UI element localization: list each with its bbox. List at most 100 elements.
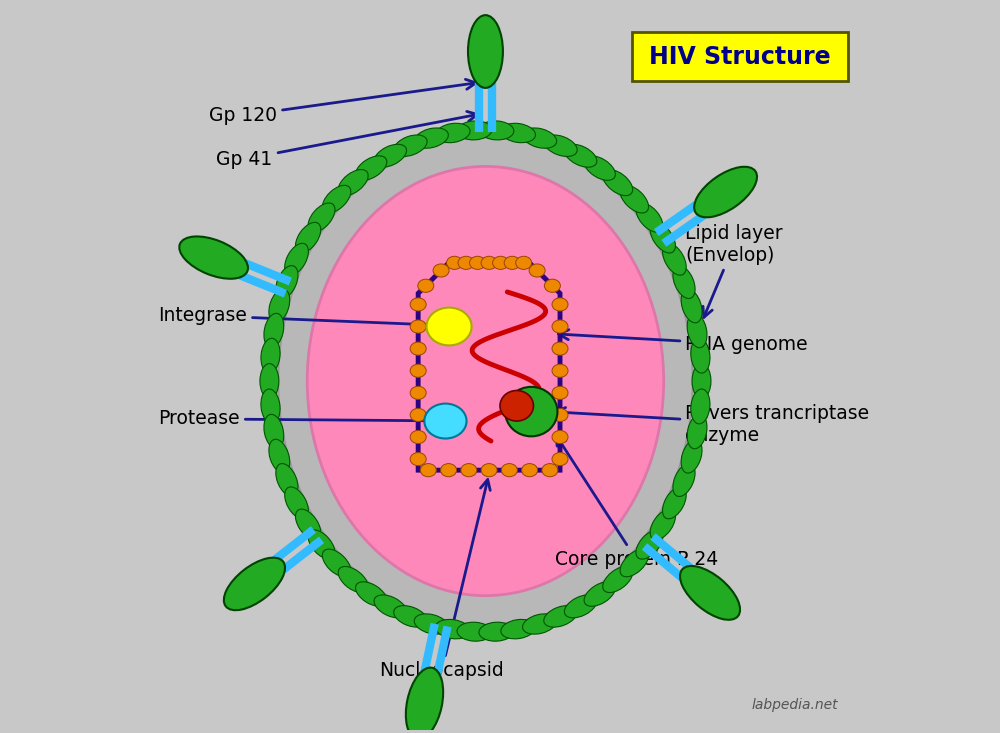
Ellipse shape [458,257,474,270]
Ellipse shape [673,463,695,496]
Ellipse shape [481,257,497,270]
Ellipse shape [356,582,387,606]
Ellipse shape [650,509,675,539]
Ellipse shape [406,668,443,733]
Ellipse shape [356,156,387,180]
Ellipse shape [308,530,335,559]
Ellipse shape [276,265,298,298]
Ellipse shape [552,386,568,399]
Ellipse shape [435,619,470,639]
Ellipse shape [544,279,560,292]
Ellipse shape [493,257,509,270]
Ellipse shape [420,463,436,476]
Ellipse shape [433,264,449,277]
Ellipse shape [410,320,426,333]
Ellipse shape [261,338,280,373]
Ellipse shape [504,257,520,270]
Text: Nucleocapsid: Nucleocapsid [379,479,504,680]
Ellipse shape [269,289,290,323]
Ellipse shape [564,144,597,167]
Ellipse shape [424,404,467,438]
Ellipse shape [603,169,633,196]
Ellipse shape [338,567,368,592]
Ellipse shape [481,463,497,476]
Ellipse shape [307,166,664,596]
Text: Core protein P 24: Core protein P 24 [555,435,718,569]
Ellipse shape [501,619,535,639]
Ellipse shape [681,439,702,473]
Ellipse shape [427,308,472,345]
Ellipse shape [224,558,285,610]
Ellipse shape [414,614,448,634]
Ellipse shape [479,121,514,140]
Ellipse shape [516,257,532,270]
Ellipse shape [552,320,568,333]
Text: HIV Structure: HIV Structure [649,45,831,69]
Ellipse shape [603,567,633,592]
Text: Gp 120: Gp 120 [209,79,476,125]
Ellipse shape [446,257,462,270]
Ellipse shape [636,530,663,559]
Ellipse shape [179,237,248,279]
Ellipse shape [441,463,457,476]
Ellipse shape [542,463,558,476]
Ellipse shape [691,338,710,373]
Ellipse shape [278,137,693,625]
Ellipse shape [269,439,290,473]
Ellipse shape [435,123,470,143]
Ellipse shape [552,342,568,356]
Ellipse shape [523,614,557,634]
Text: Revers trancriptase
enzyme: Revers trancriptase enzyme [555,404,870,445]
Ellipse shape [410,430,426,443]
Ellipse shape [457,121,492,140]
Ellipse shape [620,549,649,577]
Ellipse shape [500,391,533,421]
Ellipse shape [505,387,557,436]
Ellipse shape [544,135,577,156]
Ellipse shape [276,463,298,496]
Ellipse shape [544,605,577,627]
Ellipse shape [322,549,351,577]
Ellipse shape [264,414,284,449]
Ellipse shape [552,430,568,443]
Text: RNA genome: RNA genome [559,330,808,354]
Ellipse shape [374,595,407,618]
Ellipse shape [461,463,477,476]
Ellipse shape [260,364,279,399]
Ellipse shape [410,386,426,399]
Ellipse shape [410,452,426,465]
Text: Lipid layer
(Envelop): Lipid layer (Envelop) [685,224,783,317]
Ellipse shape [295,509,321,539]
Ellipse shape [522,463,538,476]
Ellipse shape [479,622,514,641]
Ellipse shape [418,279,434,292]
Ellipse shape [687,313,707,347]
Ellipse shape [410,342,426,356]
Ellipse shape [552,364,568,377]
Ellipse shape [470,257,486,270]
Ellipse shape [681,289,702,323]
Ellipse shape [394,135,427,156]
Ellipse shape [410,364,426,377]
Ellipse shape [584,582,615,606]
Ellipse shape [552,408,568,421]
Text: Gp 41: Gp 41 [216,111,477,169]
Ellipse shape [663,487,686,519]
Ellipse shape [680,566,740,620]
Ellipse shape [264,313,284,347]
Ellipse shape [501,123,535,143]
Ellipse shape [687,414,707,449]
FancyBboxPatch shape [632,32,848,81]
Ellipse shape [650,222,675,253]
Ellipse shape [529,264,545,277]
Ellipse shape [552,452,568,465]
Ellipse shape [285,487,308,519]
Text: labpedia.net: labpedia.net [752,698,838,712]
Ellipse shape [673,265,695,298]
Ellipse shape [414,128,448,148]
Ellipse shape [374,144,407,167]
Text: Integrase: Integrase [158,306,466,331]
Ellipse shape [692,364,711,399]
Ellipse shape [691,389,710,424]
Ellipse shape [285,243,308,275]
